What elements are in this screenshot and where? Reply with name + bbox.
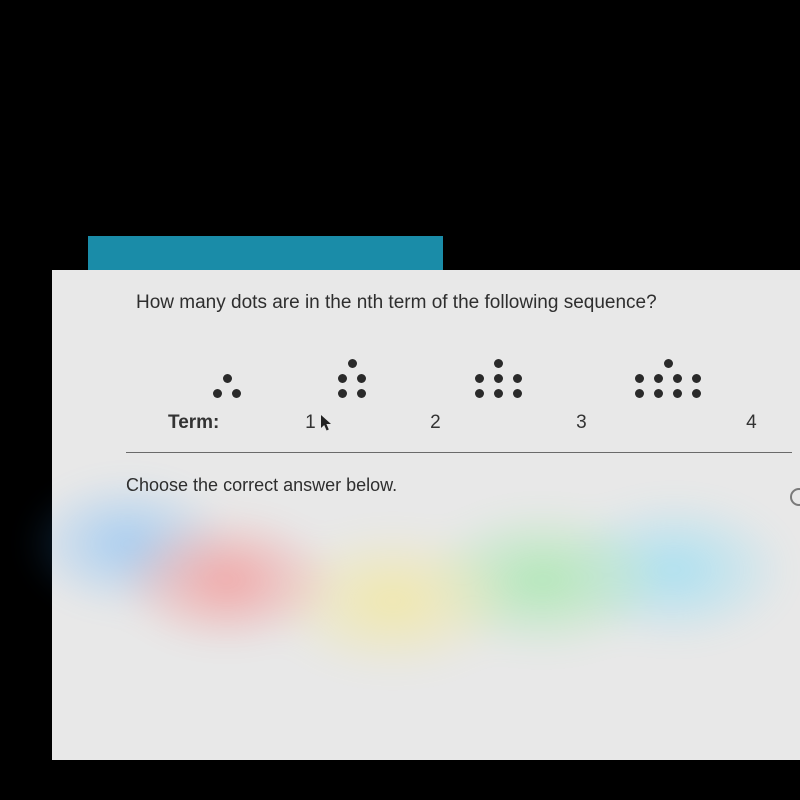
dot	[357, 389, 366, 398]
term-number: 2	[369, 412, 501, 434]
question-text: How many dots are in the nth term of the…	[136, 292, 772, 314]
dot	[673, 374, 682, 383]
term-number: 4	[661, 412, 800, 434]
sequence-term	[578, 334, 758, 398]
dot	[348, 359, 357, 368]
term-number: 3	[501, 412, 661, 434]
dot	[654, 374, 663, 383]
dot	[213, 389, 222, 398]
dot	[692, 374, 701, 383]
dot	[338, 374, 347, 383]
dot	[635, 389, 644, 398]
term-row: Term: 1234	[136, 412, 772, 434]
sequence-diagram	[136, 334, 772, 398]
dot	[357, 374, 366, 383]
header-accent-bar	[88, 236, 443, 270]
dot	[664, 359, 673, 368]
dot	[494, 374, 503, 383]
answer-prompt: Choose the correct answer below.	[126, 475, 772, 496]
dot	[513, 374, 522, 383]
dot	[232, 389, 241, 398]
question-card: How many dots are in the nth term of the…	[52, 270, 800, 760]
sequence-term	[286, 334, 418, 398]
dot	[494, 359, 503, 368]
divider	[126, 452, 792, 453]
dot	[475, 389, 484, 398]
sequence-term	[418, 334, 578, 398]
dot	[654, 389, 663, 398]
dot	[673, 389, 682, 398]
dot	[635, 374, 644, 383]
dot	[692, 389, 701, 398]
term-label: Term:	[136, 412, 219, 434]
dot	[513, 389, 522, 398]
dot	[494, 389, 503, 398]
dot	[338, 389, 347, 398]
dot	[223, 374, 232, 383]
timeline-end-node	[790, 488, 800, 506]
dot	[475, 374, 484, 383]
term-number: 1	[251, 412, 369, 434]
sequence-term	[168, 334, 286, 398]
